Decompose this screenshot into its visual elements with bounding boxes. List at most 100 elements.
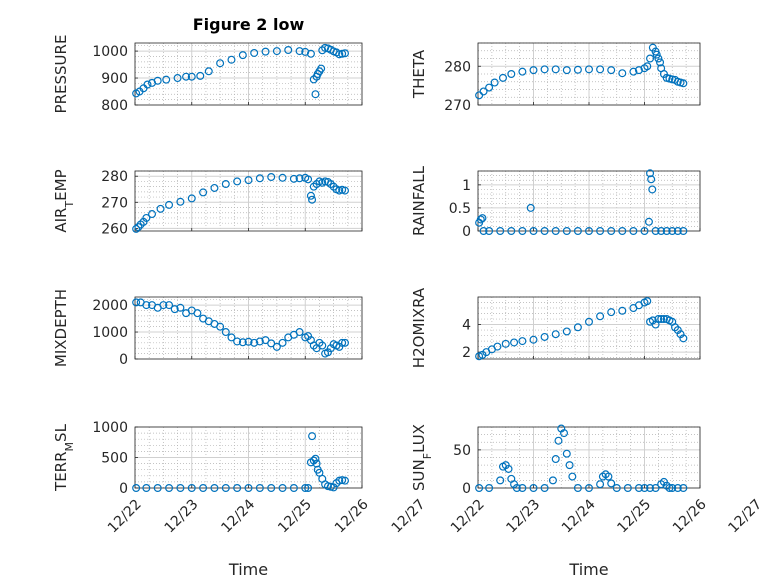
y-tick-label: 0 — [462, 224, 471, 240]
data-point — [551, 227, 560, 236]
data-point — [565, 461, 574, 470]
data-point — [340, 49, 349, 58]
data-point — [496, 476, 505, 485]
data-point — [176, 197, 185, 206]
data-point — [540, 484, 549, 493]
y-axis-label: H2OMIXRA — [410, 287, 428, 368]
data-point — [216, 59, 225, 68]
data-point — [187, 194, 196, 203]
data-point — [679, 227, 688, 236]
data-point — [607, 66, 616, 75]
data-point — [518, 67, 527, 76]
data-point — [607, 227, 616, 236]
data-point — [573, 65, 582, 74]
data-point — [165, 301, 174, 310]
data-point — [643, 62, 652, 71]
data-point — [304, 175, 313, 184]
data-point — [250, 48, 259, 57]
data-point — [304, 484, 313, 493]
data-point — [479, 227, 488, 236]
data-point — [485, 227, 494, 236]
data-point — [227, 333, 236, 342]
data-point — [153, 76, 162, 85]
data-point — [187, 484, 196, 493]
x-axis-label: Time — [568, 560, 608, 579]
data-point — [176, 484, 185, 493]
data-point — [132, 224, 141, 233]
x-tick-label: 12/25 — [614, 496, 654, 536]
y-tick-label: 2000 — [92, 298, 128, 314]
data-point — [317, 64, 326, 73]
data-point — [479, 87, 488, 96]
x-tick-label: 12/26 — [332, 496, 372, 536]
data-point — [173, 74, 182, 83]
data-point — [255, 484, 264, 493]
subplot-rainfall: 0 0.5 1 RAINFALL — [410, 165, 701, 240]
data-point — [651, 227, 660, 236]
data-point — [142, 213, 151, 222]
data-point — [612, 484, 621, 493]
data-point — [306, 191, 315, 200]
data-point — [551, 65, 560, 74]
data-point — [244, 484, 253, 493]
y-tick-label: 1000 — [92, 420, 128, 436]
data-point — [255, 337, 264, 346]
subplot-theta: 270 280 THETA — [410, 42, 701, 114]
subplot-pressure: 800 900 1000 PRESSURE — [52, 35, 363, 114]
x-tick-label: 12/24 — [559, 496, 599, 536]
data-point — [668, 484, 677, 493]
data-point — [289, 174, 298, 183]
data-point — [596, 480, 605, 489]
data-point — [644, 217, 653, 226]
data-point — [518, 484, 527, 493]
data-point — [562, 66, 571, 75]
data-point — [267, 173, 276, 182]
data-point — [308, 432, 317, 441]
data-point — [629, 227, 638, 236]
data-point — [629, 67, 638, 76]
y-tick-label: 1000 — [92, 325, 128, 341]
data-point — [142, 301, 151, 310]
x-tick-label: 12/23 — [503, 496, 543, 536]
data-point — [143, 80, 152, 89]
data-point — [187, 72, 196, 81]
data-point — [170, 305, 179, 314]
data-point — [340, 338, 349, 347]
data-point — [340, 186, 349, 195]
data-point — [216, 322, 225, 331]
data-point — [584, 65, 593, 74]
y-tick-label: 500 — [101, 451, 128, 467]
data-point — [507, 227, 516, 236]
data-point — [306, 49, 315, 58]
data-point — [165, 484, 174, 493]
data-point — [618, 306, 627, 315]
x-tick-label: 12/27 — [725, 496, 765, 536]
data-point — [518, 337, 527, 346]
data-point — [278, 173, 287, 182]
data-point — [134, 223, 143, 232]
data-point — [618, 69, 627, 78]
data-point — [529, 227, 538, 236]
data-point — [529, 335, 538, 344]
data-point — [646, 54, 655, 63]
data-point — [510, 338, 519, 347]
data-point — [289, 484, 298, 493]
data-point — [267, 339, 276, 348]
data-point — [490, 78, 499, 87]
data-point — [132, 484, 141, 493]
data-point — [584, 227, 593, 236]
data-point — [476, 215, 485, 224]
data-point — [679, 484, 688, 493]
data-point — [526, 203, 535, 212]
data-point — [640, 484, 649, 493]
x-tick-label: 12/27 — [389, 496, 429, 536]
y-axis-label: THETA — [410, 49, 428, 99]
data-point — [657, 227, 666, 236]
data-point — [227, 55, 236, 64]
data-point — [607, 308, 616, 317]
data-point — [193, 309, 202, 318]
data-point — [311, 90, 320, 99]
data-point — [584, 317, 593, 326]
data-point — [654, 54, 663, 63]
